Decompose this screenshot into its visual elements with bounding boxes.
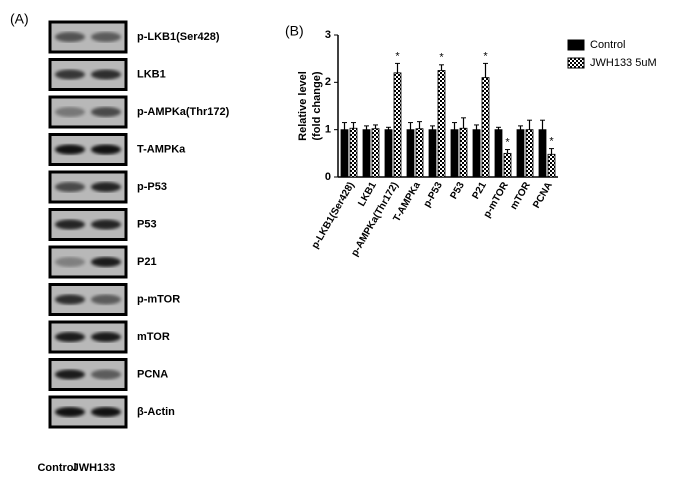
y-axis-title: Relative level (297, 71, 309, 141)
y-tick-label: 1 (325, 124, 331, 136)
significance-marker: * (505, 136, 510, 148)
blot-band (91, 144, 121, 155)
y-axis-title: (fold change) (311, 71, 323, 140)
significance-marker: * (439, 52, 444, 64)
blot-label: β-Actin (137, 406, 175, 418)
blot-label: mTOR (137, 331, 170, 343)
bar (472, 129, 481, 178)
bar (459, 127, 468, 178)
blot-label: p-LKB1(Ser428) (137, 31, 220, 43)
blot-band (55, 407, 85, 417)
bar (503, 152, 512, 178)
blot-label: P21 (137, 256, 157, 268)
legend-label: JWH133 5uM (590, 57, 657, 69)
blot-label: p-AMPKa(Thr172) (137, 106, 230, 118)
bar (384, 129, 393, 178)
x-tick-label: PCNA (531, 180, 555, 210)
significance-marker: * (395, 50, 400, 62)
bar (406, 129, 415, 178)
bar (362, 129, 371, 178)
blot-band (55, 369, 85, 380)
bar (428, 129, 437, 178)
blot-band (91, 107, 121, 117)
blot-band (55, 257, 85, 267)
bar (340, 129, 349, 178)
blot-band (55, 294, 85, 305)
blot-label: p-P53 (137, 181, 167, 193)
bar (437, 70, 446, 178)
blot-band (55, 144, 85, 155)
blot-label: P53 (137, 218, 157, 230)
blot-band (91, 69, 121, 80)
blot-band (91, 257, 121, 267)
bar (371, 128, 380, 178)
legend-swatch (567, 57, 585, 69)
blot-band (91, 219, 121, 230)
blot-panel: p-LKB1(Ser428) LKB1 p-AMPKa(Thr172) T-AMPKa… (37, 20, 230, 474)
blot-band (91, 407, 121, 417)
significance-marker: * (549, 136, 554, 148)
blot-label: PCNA (137, 368, 168, 380)
blot-band (55, 69, 85, 80)
bar-chart: (B) 0 1 2 3 Relative level (fold change) * * * * * p… (285, 23, 657, 259)
blot-band (55, 32, 85, 42)
panel-label: (B) (285, 23, 304, 39)
bar (494, 129, 503, 178)
bar (349, 127, 358, 178)
x-tick-label: P53 (448, 180, 467, 201)
x-tick-label: P21 (470, 180, 489, 201)
bar (481, 77, 490, 178)
bar (525, 129, 534, 178)
blot-band (91, 182, 121, 192)
bar (393, 72, 402, 178)
legend-label: Control (590, 39, 625, 51)
blot-band (55, 219, 85, 230)
blot-band (91, 294, 121, 305)
blot-band (91, 332, 121, 342)
x-tick-label: mTOR (508, 180, 533, 212)
x-tick-label: p-P53 (422, 180, 445, 209)
bar (538, 129, 547, 178)
bar (516, 129, 525, 178)
blot-label: LKB1 (137, 68, 166, 80)
bar (450, 129, 459, 178)
significance-marker: * (483, 50, 488, 62)
x-tick-label: p-LKB1(Ser428) (310, 180, 357, 250)
blot-label: T-AMPKa (137, 143, 186, 155)
y-tick-label: 2 (325, 76, 331, 88)
blot-band (55, 182, 85, 192)
blot-band (55, 332, 85, 342)
y-tick-label: 3 (325, 29, 331, 41)
y-tick-label: 0 (325, 171, 331, 183)
bar (415, 128, 424, 178)
blot-band (91, 32, 121, 42)
blot-label: p-mTOR (137, 293, 180, 305)
lane-label: Control (37, 462, 76, 474)
lane-label: JWH133 (73, 462, 116, 474)
blot-band (91, 369, 121, 380)
blot-band (55, 107, 85, 117)
bar (547, 153, 556, 178)
x-tick-label: LKB1 (356, 180, 379, 208)
legend-swatch (567, 39, 585, 51)
panel-label: (A) (10, 11, 29, 27)
